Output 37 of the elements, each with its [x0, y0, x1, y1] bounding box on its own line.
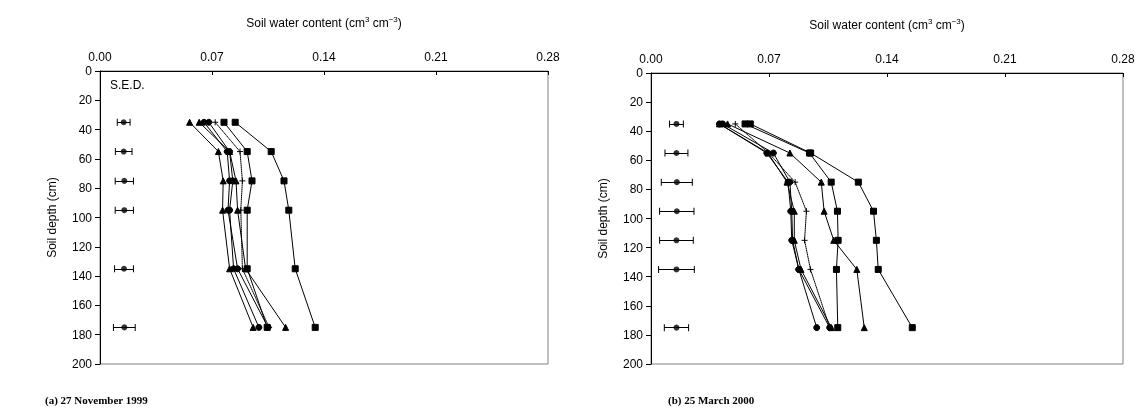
y-axis-title: Soil depth (cm): [596, 178, 610, 259]
y-tick-label: 160: [622, 298, 644, 313]
x-tick-label: 0.14: [312, 50, 336, 64]
y-tick-label: 200: [71, 357, 93, 371]
x-tick-label: 0.21: [424, 50, 448, 64]
x-tick-label: 0.00: [639, 52, 663, 66]
x-tick-label: 0.00: [88, 50, 112, 64]
y-tick-label: 60: [629, 153, 644, 168]
x-tick-label: 0.28: [536, 50, 560, 64]
y-axis-title: Soil depth (cm): [45, 177, 59, 258]
y-tick-label: 140: [622, 269, 644, 284]
y-tick-label: 80: [629, 182, 644, 197]
text: (b) 25 March 2000: [668, 393, 755, 407]
x-tick-label: 0.14: [875, 52, 899, 66]
y-tick-label: 120: [622, 240, 644, 255]
text: (a) 27 November 1999: [45, 393, 149, 407]
x-tick-label: 0.28: [1111, 52, 1135, 66]
y-tick-label: 20: [78, 93, 93, 108]
y-tick-label: 120: [71, 239, 93, 254]
x-tick-label: 0.07: [757, 52, 781, 66]
annotation: S.E.D.: [110, 78, 145, 92]
y-tick-label: 180: [71, 327, 93, 342]
y-tick-label: 100: [622, 211, 644, 226]
x-tick-label: 0.21: [993, 52, 1017, 66]
y-tick-label: 60: [78, 151, 93, 166]
y-tick-label: 20: [629, 95, 644, 110]
y-tick-label: 0: [636, 66, 644, 80]
y-tick-label: 160: [71, 298, 93, 313]
y-tick-label: 100: [71, 210, 93, 225]
y-tick-label: 180: [622, 327, 644, 342]
x-tick-label: 0.07: [200, 50, 224, 64]
y-tick-label: 80: [78, 181, 93, 196]
y-tick-label: 200: [622, 357, 644, 371]
y-tick-label: 0: [85, 64, 93, 78]
y-tick-label: 40: [78, 122, 93, 137]
y-tick-label: 40: [629, 124, 644, 139]
y-tick-label: 140: [71, 269, 93, 284]
